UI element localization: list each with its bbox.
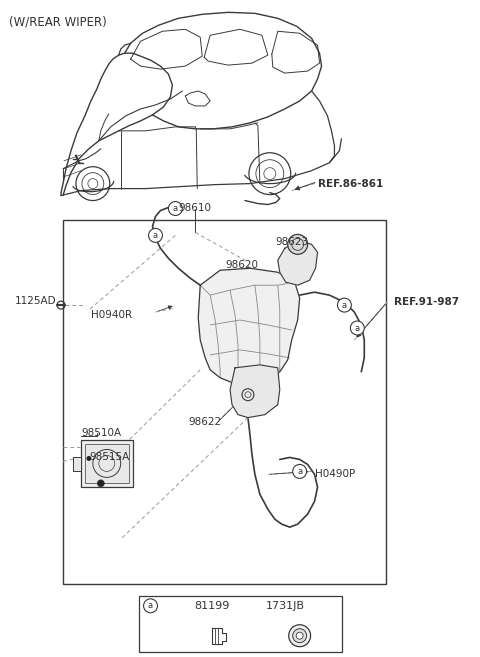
Text: 98510A: 98510A xyxy=(81,428,121,438)
Text: 98620: 98620 xyxy=(226,260,259,270)
Bar xyxy=(73,457,81,471)
Polygon shape xyxy=(230,365,280,418)
Text: 98515A: 98515A xyxy=(89,453,129,463)
Circle shape xyxy=(86,456,91,461)
Text: 1731JB: 1731JB xyxy=(266,601,305,611)
Text: 98610: 98610 xyxy=(179,202,212,212)
Polygon shape xyxy=(198,268,300,385)
Text: a: a xyxy=(153,231,158,240)
Circle shape xyxy=(288,625,311,646)
Circle shape xyxy=(97,480,104,487)
Text: (W/REAR WIPER): (W/REAR WIPER) xyxy=(9,15,107,28)
Polygon shape xyxy=(278,240,318,285)
Text: H0940R: H0940R xyxy=(91,310,132,320)
Text: 98622: 98622 xyxy=(188,417,221,426)
Text: a: a xyxy=(355,323,360,332)
Text: REF.91-987: REF.91-987 xyxy=(394,297,459,307)
Circle shape xyxy=(288,235,308,254)
Circle shape xyxy=(148,229,162,242)
Circle shape xyxy=(168,202,182,215)
Text: a: a xyxy=(342,301,347,309)
Text: REF.86-861: REF.86-861 xyxy=(318,179,383,189)
Circle shape xyxy=(293,464,307,478)
Bar xyxy=(63,221,386,584)
Text: a: a xyxy=(148,601,153,610)
Circle shape xyxy=(350,321,364,335)
Bar xyxy=(85,443,129,484)
Circle shape xyxy=(293,629,307,643)
Circle shape xyxy=(144,599,157,613)
Text: H0490P: H0490P xyxy=(314,469,355,480)
Text: 98623: 98623 xyxy=(275,237,308,248)
Text: 81199: 81199 xyxy=(194,601,229,611)
Text: 1125AD: 1125AD xyxy=(15,296,57,306)
Bar xyxy=(139,596,342,652)
Circle shape xyxy=(337,298,351,312)
Circle shape xyxy=(296,632,303,639)
Bar xyxy=(81,440,132,487)
Text: a: a xyxy=(297,467,302,476)
Text: a: a xyxy=(173,204,178,213)
